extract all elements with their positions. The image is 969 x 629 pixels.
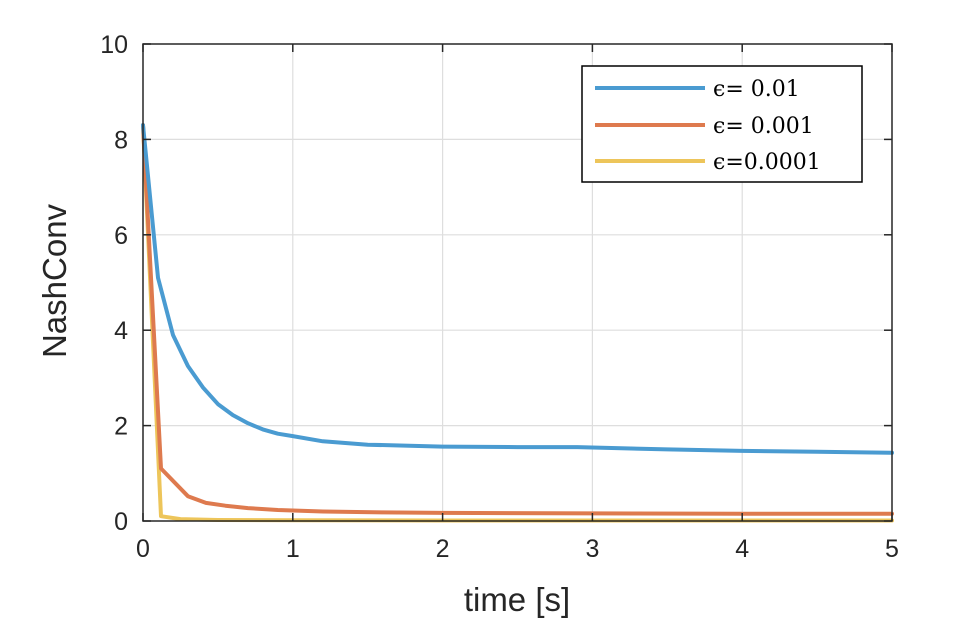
y-tick-label: 0 <box>114 508 128 536</box>
y-tick-label: 10 <box>100 31 128 59</box>
x-tick-label: 2 <box>436 535 450 563</box>
series-lines <box>141 123 894 523</box>
plot-area-border <box>142 43 893 522</box>
legend: ϵ= 0.01 ϵ= 0.001 ϵ=0.0001 <box>581 65 863 183</box>
x-tick-label: 1 <box>286 535 300 563</box>
x-tick-label: 3 <box>585 535 599 563</box>
series-line-1 <box>141 123 894 455</box>
legend-label-series-1: ϵ= 0.01 <box>713 77 800 102</box>
series-line-3 <box>141 123 894 523</box>
y-tick-label: 6 <box>114 222 128 250</box>
y-tick-label: 4 <box>114 317 128 345</box>
axis-ticks: 0 1 2 3 4 5 0 2 4 6 8 10 <box>100 31 899 563</box>
x-tick-label: 0 <box>136 535 150 563</box>
x-axis-title: time [s] <box>464 581 570 618</box>
legend-label-series-2: ϵ= 0.001 <box>713 114 814 139</box>
series-line-2 <box>141 123 894 516</box>
legend-label-series-3: ϵ=0.0001 <box>713 150 821 175</box>
y-tick-label: 2 <box>114 413 128 441</box>
x-tick-label: 5 <box>885 535 899 563</box>
y-tick-label: 8 <box>114 126 128 154</box>
x-tick-label: 4 <box>735 535 749 563</box>
y-axis-title: NashConv <box>36 203 73 358</box>
